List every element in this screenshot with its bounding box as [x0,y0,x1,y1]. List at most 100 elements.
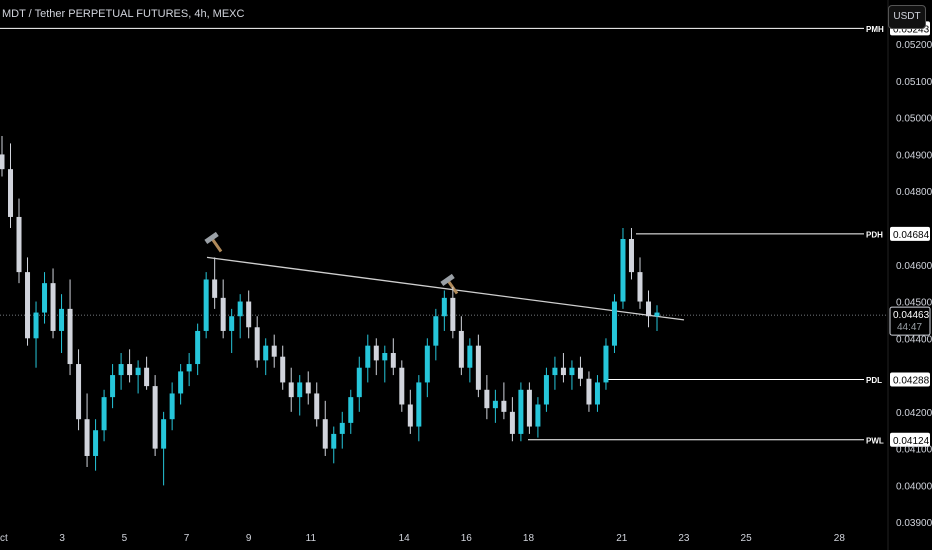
candle-body [441,297,447,317]
candle [594,375,600,412]
candle [280,345,286,390]
candle [348,389,354,434]
level-price-box [890,372,930,387]
candle-body [501,400,507,412]
candle-body [467,345,473,368]
candle-body [59,308,65,331]
candle-body [509,411,515,434]
candle-body [458,330,464,368]
x-tick-label: 5 [122,533,128,544]
candle [297,375,303,416]
candle-body [382,353,388,361]
candle [220,279,226,339]
candle [543,367,549,412]
level-label-pdl: PDL [866,376,882,385]
candle-body [16,216,22,273]
candle-body [118,364,124,376]
candle [110,364,116,409]
candle-body [645,301,651,317]
candle [611,294,617,354]
candle [288,367,294,412]
y-tick-label: 0.04800 [896,187,932,198]
candle [560,353,566,383]
candle-body [620,239,626,302]
candle-countdown: 44:47 [897,322,922,333]
candle [33,301,39,368]
candle [416,375,422,442]
candle [620,227,626,309]
candle [475,334,481,398]
candle [246,290,252,339]
level-price-value: 0.04684 [893,230,930,241]
candle [8,143,14,228]
candle-body [280,356,286,383]
hammer-icon [440,273,459,295]
candle [637,257,643,309]
candle-body [229,316,235,331]
candle [195,323,201,376]
candle-body [356,367,362,398]
hammer-icon [204,231,223,253]
y-tick-label: 0.04100 [896,445,932,456]
currency-button[interactable]: USDT [888,5,926,29]
candle [654,305,660,331]
candle-body [263,345,269,361]
candle-body [297,382,303,398]
candle [212,257,218,309]
y-tick-label: 0.04200 [896,408,932,419]
candle-body [0,154,5,170]
x-tick-label: 18 [523,533,535,544]
candle [492,389,498,423]
candle [59,294,65,354]
candle-body [254,327,260,361]
x-tick-label: 23 [678,533,690,544]
candle [433,308,439,361]
candle-body [526,389,532,427]
candle-body [399,367,405,405]
candle-body [101,397,107,431]
candle [356,356,362,412]
candle [586,371,592,412]
candle-body [424,345,430,383]
candle [569,360,575,390]
candle-body [331,433,337,449]
candle-body [586,378,592,405]
y-tick-label: 0.04900 [896,150,932,161]
candle-body [518,389,524,434]
candle-body [433,316,439,346]
candle [76,349,82,431]
candle [237,294,243,339]
candle [178,364,184,405]
candle-body [67,308,73,365]
candle [373,338,379,376]
candle [535,397,541,438]
candle-body [450,297,456,331]
level-label-pwl: PWL [866,436,884,445]
level-lines: PMH 0.05243 PDH 0.04684 PDL 0.04288 PWL 0.04124… [0,21,931,447]
candle-body [237,301,243,317]
candle-body [220,297,226,331]
y-tick-label: 0.03900 [896,518,932,529]
candle-body [339,422,345,434]
candle-body [535,404,541,427]
hammer-handle [210,237,223,253]
candle-body [305,382,311,394]
candle [314,382,320,427]
candle [203,272,209,339]
candle [229,308,235,354]
level-price-value: 0.05243 [893,24,930,35]
candle-body [76,364,82,420]
candle [271,334,277,368]
candle-body [594,382,600,405]
hammer-head [440,273,455,287]
candle-body [8,169,14,217]
candle-body [212,279,218,298]
candle [16,198,22,284]
x-tick-label: 7 [184,533,190,544]
candle-body [169,393,175,420]
current-price-box [889,306,931,336]
candle-body [373,345,379,361]
candle [254,316,260,368]
candle [84,393,90,468]
